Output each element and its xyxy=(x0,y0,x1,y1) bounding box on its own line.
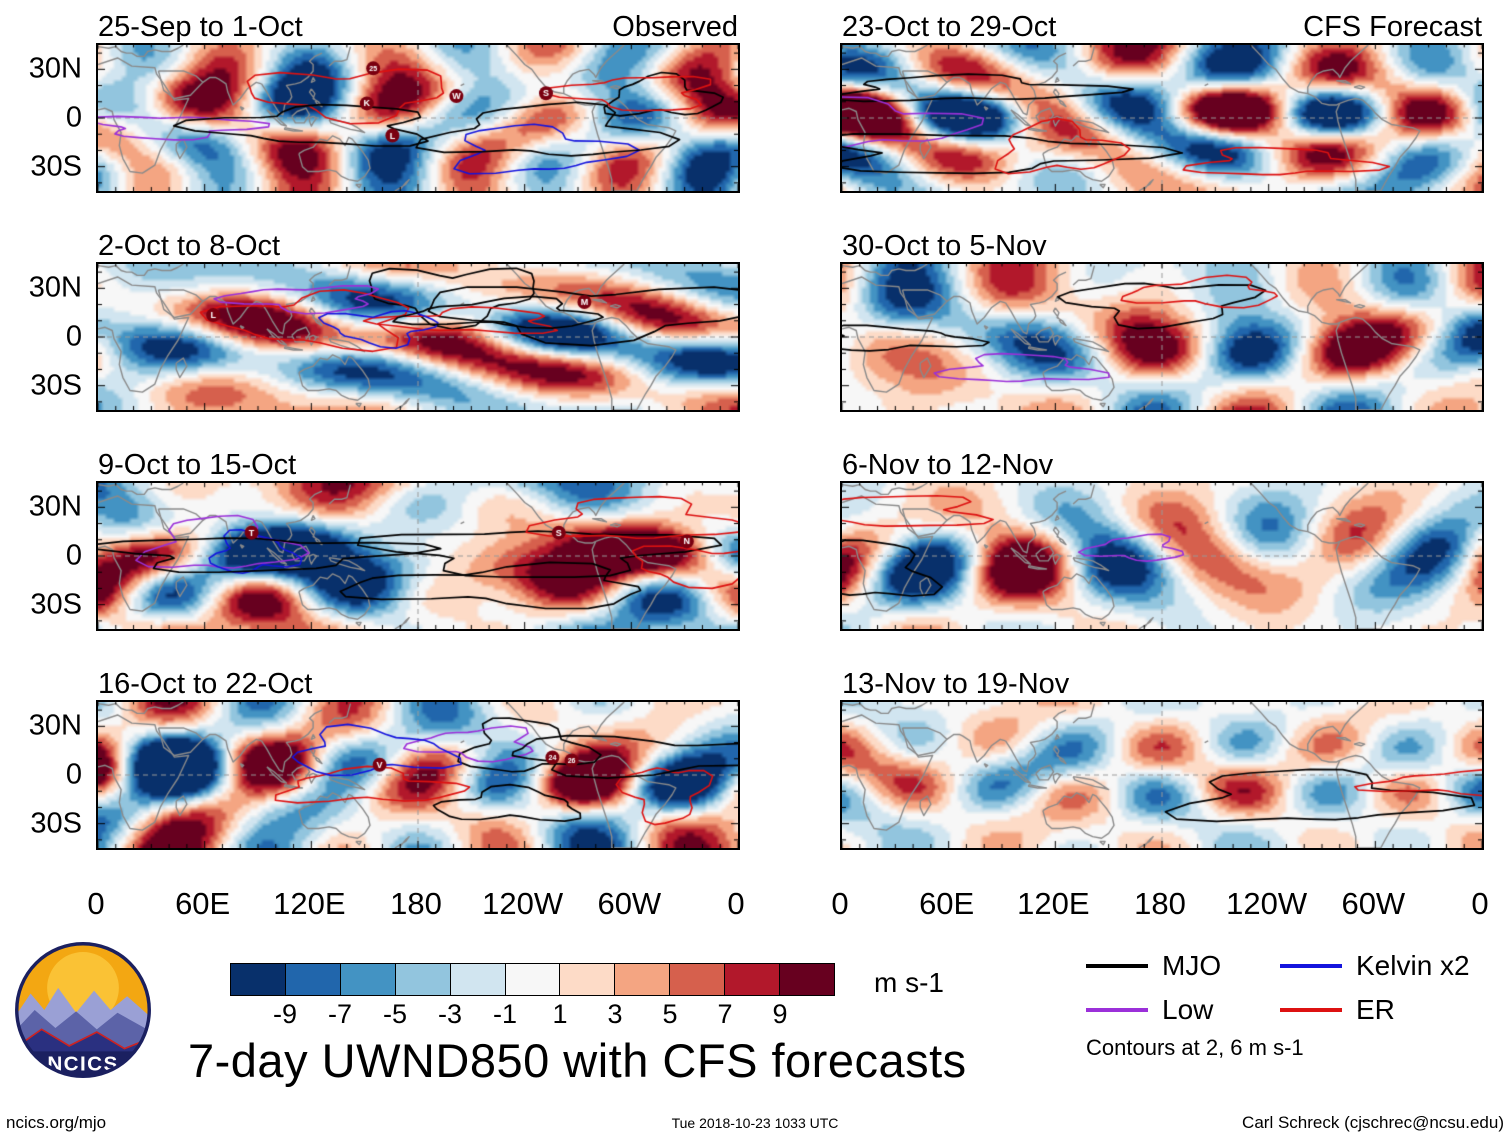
logo-text: NCICS xyxy=(47,1053,118,1076)
figure-footer-block: NCICS -9 -7 -5 -3 -1 1 3 5 7 9 m s-1 7-day UWND85… xyxy=(0,933,1510,1103)
y-tick-30s: 30S xyxy=(30,588,82,621)
panel-row-2: 30N 0 30S 2-Oct to 8-Oct 30-Oct to 5-Nov xyxy=(12,225,1498,412)
map-canvas xyxy=(840,43,1484,193)
panel-title: 13-Nov to 19-Nov xyxy=(842,667,1070,700)
legend-item-er: ER xyxy=(1280,993,1500,1027)
y-tick-30s: 30S xyxy=(30,369,82,402)
y-tick-30n: 30N xyxy=(28,490,82,523)
y-tick-0: 0 xyxy=(65,101,82,134)
y-axis-labels: 30N 0 30S xyxy=(12,45,88,191)
panel-corner-label: Observed xyxy=(612,10,738,43)
map-canvas xyxy=(96,481,740,631)
map-panel: 9-Oct to 15-Oct xyxy=(96,444,740,631)
y-axis-labels: 30N 0 30S xyxy=(12,483,88,629)
map-panel: 2-Oct to 8-Oct xyxy=(96,225,740,412)
panel-row-3: 30N 0 30S 9-Oct to 15-Oct 6-Nov to 12-No… xyxy=(12,444,1498,631)
panel-title: 30-Oct to 5-Nov xyxy=(842,229,1047,262)
panel-title: 16-Oct to 22-Oct xyxy=(98,667,313,700)
legend-item-mjo: MJO xyxy=(1086,949,1276,983)
kelvin-line-sample xyxy=(1280,964,1342,968)
y-tick-30n: 30N xyxy=(28,52,82,85)
map-panel: 30-Oct to 5-Nov xyxy=(840,225,1484,412)
map-panel: 13-Nov to 19-Nov xyxy=(840,663,1484,850)
y-tick-0: 0 xyxy=(65,539,82,572)
panel-title: 23-Oct to 29-Oct xyxy=(842,10,1057,43)
mjo-line-sample xyxy=(1086,964,1148,968)
y-axis-labels: 30N 0 30S xyxy=(12,264,88,410)
map-canvas xyxy=(840,262,1484,412)
y-tick-0: 0 xyxy=(65,320,82,353)
colorbar-units: m s-1 xyxy=(874,967,944,998)
y-tick-30n: 30N xyxy=(28,271,82,304)
x-axis-labels: 0 60E 120E 180 120W 60W 0 0 60E 120E 180 120W 60W 0 xyxy=(87,886,1489,921)
map-canvas xyxy=(96,700,740,850)
map-panel: 25-Sep to 1-Oct Observed xyxy=(96,6,740,193)
panel-row-1: 30N 0 30S 25-Sep to 1-Oct Observed 23-Oc… xyxy=(12,6,1498,193)
y-axis-labels: 30N 0 30S xyxy=(12,702,88,848)
ncics-logo: NCICS xyxy=(14,941,152,1079)
map-canvas xyxy=(840,700,1484,850)
panel-title: 25-Sep to 1-Oct xyxy=(98,10,303,43)
y-tick-30s: 30S xyxy=(30,807,82,840)
map-panel: 16-Oct to 22-Oct xyxy=(96,663,740,850)
y-tick-30n: 30N xyxy=(28,709,82,742)
y-tick-0: 0 xyxy=(65,758,82,791)
colorbar-tick-labels: -9 -7 -5 -3 -1 1 3 5 7 9 xyxy=(272,999,788,1029)
footer-timestamp: Tue 2018-10-23 1033 UTC xyxy=(671,1115,839,1131)
map-canvas xyxy=(96,43,740,193)
panel-title: 6-Nov to 12-Nov xyxy=(842,448,1054,481)
panel-row-4: 30N 0 30S 16-Oct to 22-Oct 13-Nov to 19-… xyxy=(12,663,1498,850)
legend-item-low: Low xyxy=(1086,993,1276,1027)
map-panel: 23-Oct to 29-Oct CFS Forecast xyxy=(840,6,1484,193)
footer-url: ncics.org/mjo xyxy=(6,1113,107,1132)
contour-note: Contours at 2, 6 m s-1 xyxy=(1086,1035,1304,1060)
panel-grid: 30N 0 30S 25-Sep to 1-Oct Observed 23-Oc… xyxy=(12,6,1498,932)
y-tick-30s: 30S xyxy=(30,150,82,183)
contour-legend: MJO Kelvin x2 Low ER Contours at 2, 6 m … xyxy=(1086,949,1496,1061)
footer-credit: Carl Schreck (cjschrec@ncsu.edu) xyxy=(1242,1113,1504,1132)
map-panel: 6-Nov to 12-Nov xyxy=(840,444,1484,631)
map-canvas xyxy=(96,262,740,412)
panel-corner-label: CFS Forecast xyxy=(1303,10,1482,43)
panel-title: 9-Oct to 15-Oct xyxy=(98,448,297,481)
low-line-sample xyxy=(1086,1008,1148,1012)
panel-title: 2-Oct to 8-Oct xyxy=(98,229,281,262)
colorbar: -9 -7 -5 -3 -1 1 3 5 7 9 xyxy=(230,963,837,1030)
map-canvas xyxy=(840,481,1484,631)
figure-title: 7-day UWND850 with CFS forecasts xyxy=(188,1034,967,1087)
er-line-sample xyxy=(1280,1008,1342,1012)
legend-item-kelvin: Kelvin x2 xyxy=(1280,949,1500,983)
colorbar-segments xyxy=(230,963,835,996)
